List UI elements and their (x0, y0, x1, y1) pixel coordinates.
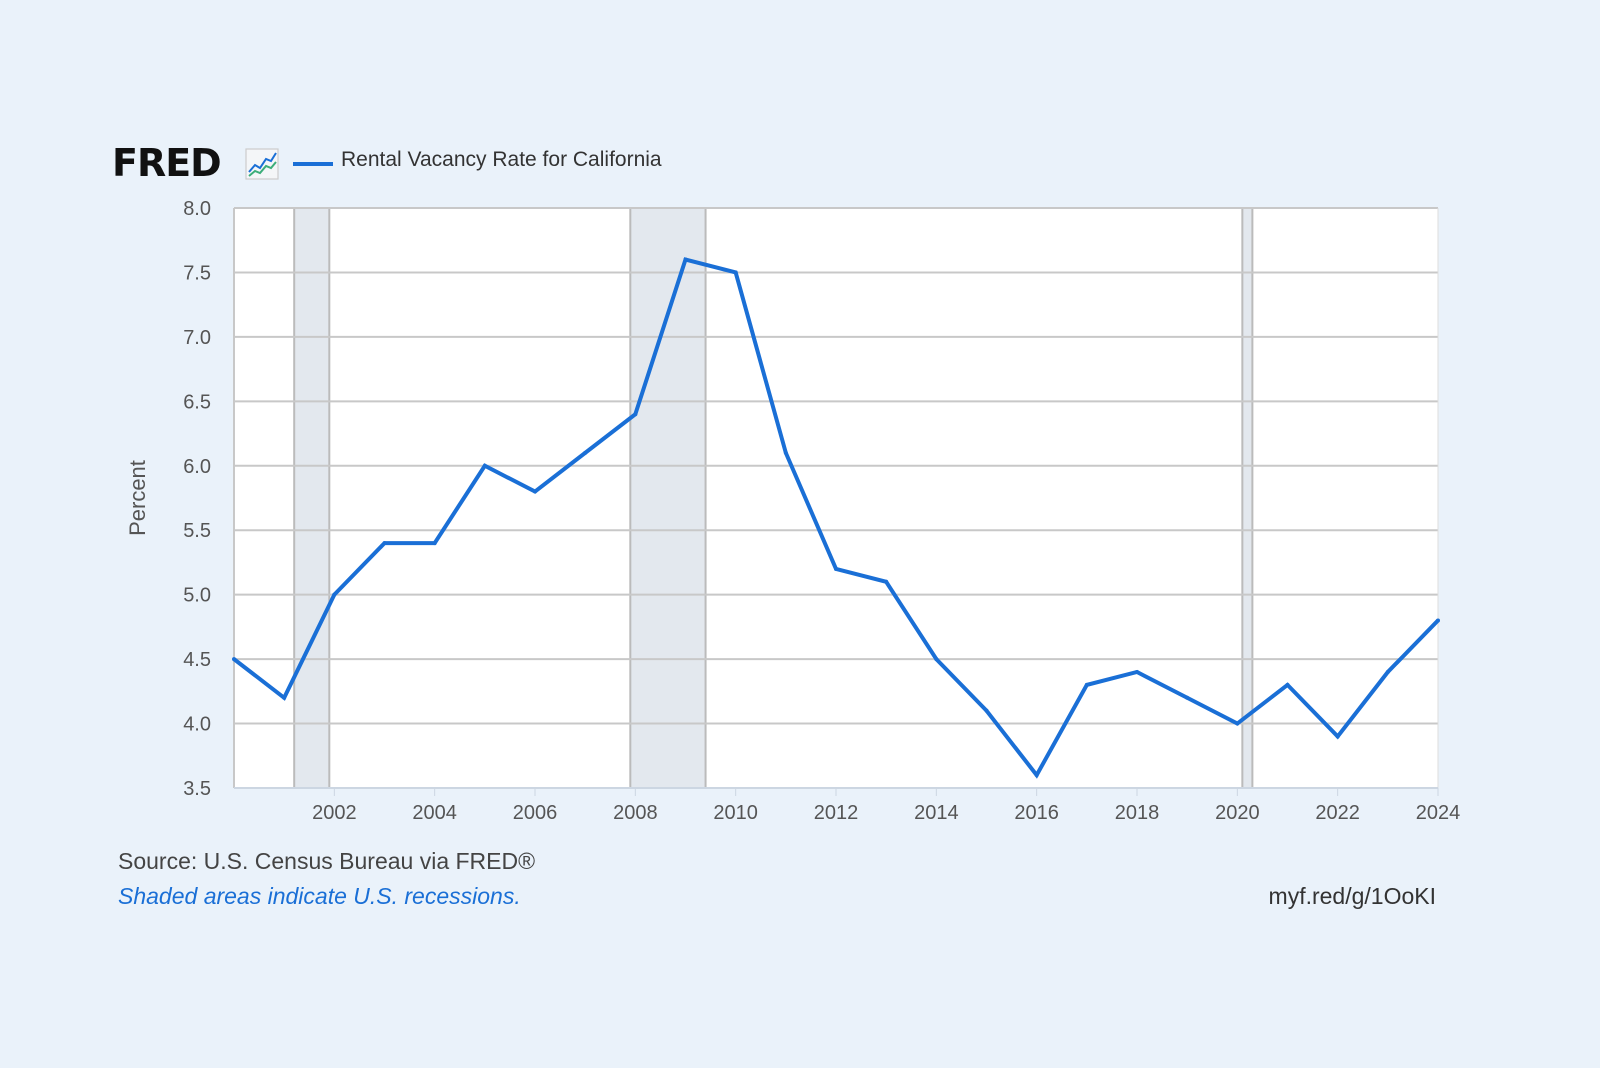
y-tick-label: 8.0 (183, 198, 211, 220)
y-tick-label: 6.0 (183, 456, 211, 478)
data-point (1185, 695, 1190, 700)
x-tick-label: 2014 (914, 802, 959, 824)
data-point (482, 463, 487, 468)
fred-logo: FRED (112, 141, 222, 185)
recession-band (294, 208, 330, 788)
data-point (834, 566, 838, 571)
x-tick-label: 2004 (412, 802, 457, 824)
data-point (1436, 618, 1440, 623)
data-point (934, 657, 939, 662)
data-point (1135, 670, 1139, 674)
y-tick-label: 4.5 (183, 649, 211, 671)
x-tick-label: 2020 (1215, 802, 1260, 824)
data-point (1335, 734, 1340, 739)
y-tick-label: 4.0 (183, 714, 211, 736)
plot-area (234, 208, 1438, 788)
x-tick-label: 2008 (613, 802, 658, 824)
data-point (633, 412, 638, 417)
data-point (1235, 721, 1240, 726)
data-point (884, 579, 889, 584)
x-tick-label: 2022 (1315, 802, 1360, 824)
x-tick-label: 2018 (1115, 802, 1160, 824)
x-tick-label: 2002 (312, 802, 357, 824)
data-point (984, 708, 989, 713)
data-point (1385, 670, 1390, 674)
data-point (432, 541, 437, 546)
y-tick-label: 5.5 (183, 520, 211, 542)
y-tick-label: 7.0 (183, 327, 211, 349)
y-tick-label: 3.5 (183, 778, 211, 800)
data-point (282, 695, 287, 700)
data-point (1285, 682, 1290, 687)
source-text: Source: U.S. Census Bureau via FRED® (118, 848, 536, 874)
chart-line-icon (245, 148, 279, 180)
short-url[interactable]: myf.red/g/1OoKI (1268, 883, 1436, 909)
data-point (232, 657, 236, 662)
recession-band (630, 208, 706, 788)
data-point (783, 450, 788, 455)
x-tick-label: 2024 (1416, 802, 1461, 824)
legend-label: Rental Vacancy Rate for California (341, 148, 662, 171)
legend-swatch (293, 162, 333, 166)
y-tick-label: 7.5 (183, 262, 211, 284)
data-point (1034, 773, 1039, 778)
y-tick-label: 6.5 (183, 391, 211, 413)
data-point (1084, 682, 1089, 687)
data-point (382, 541, 387, 546)
x-tick-label: 2006 (513, 802, 558, 824)
x-tick-label: 2016 (1014, 802, 1059, 824)
recession-note[interactable]: Shaded areas indicate U.S. recessions. (118, 883, 521, 909)
data-point (683, 257, 688, 262)
y-tick-label: 5.0 (183, 585, 211, 607)
x-tick-label: 2012 (814, 802, 859, 824)
data-point (733, 270, 738, 275)
recession-band (1242, 208, 1253, 788)
x-tick-label: 2010 (713, 802, 758, 824)
data-point (583, 450, 588, 455)
data-point (533, 489, 537, 494)
data-point (332, 592, 337, 597)
